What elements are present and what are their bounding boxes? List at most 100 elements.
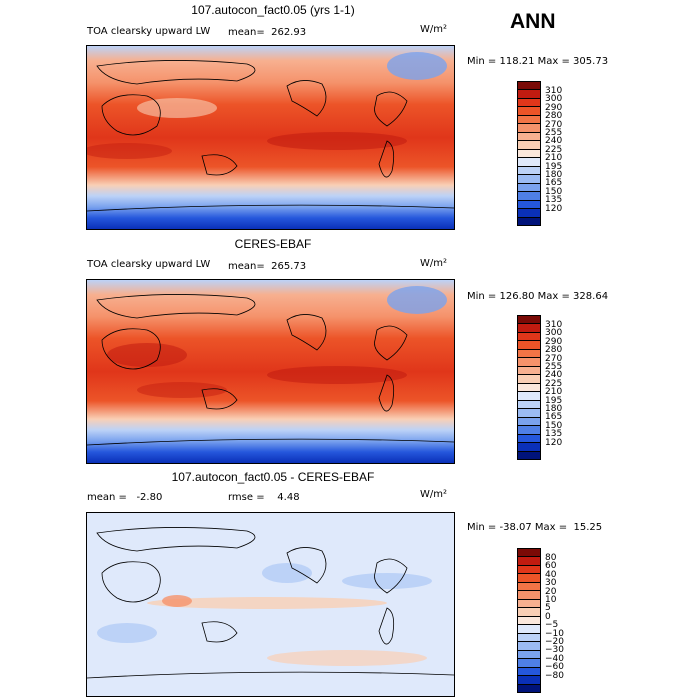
- colorbar-segment: [518, 323, 540, 332]
- colorbar-segment: [518, 598, 540, 608]
- colorbar-segment: [518, 208, 540, 217]
- colorbar-segment: [518, 658, 540, 667]
- colorbar-tick-label: 195: [545, 161, 563, 172]
- colorbar-tick-label: −40: [545, 653, 564, 664]
- colorbar-segment: [518, 82, 540, 90]
- colorbar-segment: [518, 442, 540, 451]
- colorbar-segment: [518, 365, 540, 375]
- colorbar-tick-label: −10: [545, 628, 564, 639]
- panel-3-rmse: rmse = 4.48: [228, 492, 300, 503]
- colorbar-tick-label: 20: [545, 586, 557, 597]
- colorbar-segment: [518, 357, 540, 366]
- colorbar-segment: [518, 683, 540, 692]
- colorbar-tick-label: 60: [545, 561, 557, 572]
- colorbar-segment: [518, 641, 540, 650]
- colorbar-segment: [518, 374, 540, 383]
- colorbar-tick-label: 5: [545, 603, 551, 614]
- colorbar-segment: [518, 408, 540, 417]
- panel-1-title: 107.autocon_fact0.05 (yrs 1-1): [191, 3, 355, 17]
- colorbar-segment: [518, 391, 540, 400]
- colorbar-segment: [518, 607, 540, 616]
- colorbar-segment: [518, 624, 540, 633]
- panel-3-map-graphic: [87, 513, 454, 696]
- colorbar-segment: [518, 632, 540, 642]
- colorbar-tick-label: −30: [545, 645, 564, 656]
- colorbar-tick-label: 0: [545, 611, 551, 622]
- panel-2-left-label: TOA clearsky upward LW: [87, 259, 211, 270]
- panel-2-map: [86, 279, 455, 464]
- colorbar-tick-label: −20: [545, 637, 564, 648]
- colorbar-tick-label: 255: [545, 128, 563, 139]
- colorbar-tick-label: 270: [545, 353, 563, 364]
- colorbar-tick-label: 270: [545, 119, 563, 130]
- panel-1-left-label: TOA clearsky upward LW: [87, 26, 211, 37]
- colorbar-tick-label: 210: [545, 153, 563, 164]
- colorbar-segment: [518, 564, 540, 574]
- colorbar-segment: [518, 581, 540, 591]
- colorbar-segment: [518, 649, 540, 659]
- colorbar-segment: [518, 425, 540, 434]
- colorbar-tick-label: 10: [545, 595, 557, 606]
- colorbar-segment: [518, 148, 540, 158]
- colorbar-segment: [518, 316, 540, 324]
- colorbar-tick-label: 150: [545, 186, 563, 197]
- panel-3-minmax: Min = -38.07 Max = 15.25: [467, 522, 603, 533]
- colorbar-tick-label: 135: [545, 429, 563, 440]
- panel-2-map-graphic: [87, 280, 454, 463]
- panel-2-colorbar: [517, 315, 541, 460]
- panel-2-colorbar-ticks: 310 300 290 280 270 255 240 225 210 195 180 165 150 1…: [545, 320, 585, 448]
- colorbar-tick-label: 180: [545, 404, 563, 415]
- colorbar-tick-label: 290: [545, 102, 563, 113]
- panel-3-title: 107.autocon_fact0.05 - CERES-EBAF: [171, 470, 375, 484]
- colorbar-segment: [518, 416, 540, 426]
- panel-2-title: CERES-EBAF: [234, 237, 312, 251]
- colorbar-segment: [518, 131, 540, 141]
- colorbar-tick-label: −5: [545, 620, 559, 631]
- colorbar-tick-label: 300: [545, 94, 563, 105]
- colorbar-segment: [518, 450, 540, 459]
- colorbar-tick-label: −60: [545, 662, 564, 673]
- colorbar-tick-label: 240: [545, 370, 563, 381]
- panel-3-colorbar-ticks: 80 60 40 30 20 10 5 0 −5 −10 −20 −30 −40 −60 −80: [545, 553, 585, 680]
- colorbar-tick-label: 290: [545, 336, 563, 347]
- colorbar-segment: [518, 340, 540, 349]
- colorbar-segment: [518, 191, 540, 200]
- colorbar-segment: [518, 666, 540, 676]
- colorbar-tick-label: 210: [545, 387, 563, 398]
- colorbar-segment: [518, 174, 540, 183]
- colorbar-tick-label: 195: [545, 395, 563, 406]
- colorbar-segment: [518, 114, 540, 124]
- panel-1-map: [86, 45, 455, 230]
- colorbar-tick-label: 255: [545, 362, 563, 373]
- colorbar-tick-label: 165: [545, 412, 563, 423]
- colorbar-tick-label: 225: [545, 144, 563, 155]
- colorbar-tick-label: 120: [545, 203, 563, 214]
- colorbar-tick-label: 80: [545, 553, 557, 563]
- colorbar-segment: [518, 590, 540, 599]
- colorbar-segment: [518, 331, 540, 341]
- colorbar-tick-label: 180: [545, 170, 563, 181]
- colorbar-segment: [518, 123, 540, 132]
- colorbar-tick-label: 120: [545, 437, 563, 448]
- colorbar-tick-label: 280: [545, 111, 563, 122]
- panel-3-map: [86, 512, 455, 697]
- colorbar-tick-label: 135: [545, 195, 563, 206]
- colorbar-segment: [518, 433, 540, 443]
- season-label: ANN: [510, 10, 556, 33]
- colorbar-tick-label: 300: [545, 328, 563, 339]
- panel-2-minmax: Min = 126.80 Max = 328.64: [467, 291, 609, 302]
- colorbar-segment: [518, 615, 540, 625]
- panel-3-colorbar: [517, 548, 541, 693]
- panel-1-stat: mean= 262.93: [228, 27, 307, 38]
- panel-1-units: W/m²: [420, 24, 448, 35]
- colorbar-segment: [518, 182, 540, 192]
- colorbar-segment: [518, 216, 540, 225]
- colorbar-segment: [518, 199, 540, 209]
- colorbar-segment: [518, 97, 540, 107]
- panel-1-colorbar: [517, 81, 541, 226]
- panel-3-units: W/m²: [420, 489, 448, 500]
- colorbar-segment: [518, 348, 540, 358]
- colorbar-segment: [518, 165, 540, 175]
- panel-1-colorbar-ticks: 310 300 290 280 270 255 240 225 210 195 180 165 150 1…: [545, 86, 585, 214]
- colorbar-segment: [518, 556, 540, 565]
